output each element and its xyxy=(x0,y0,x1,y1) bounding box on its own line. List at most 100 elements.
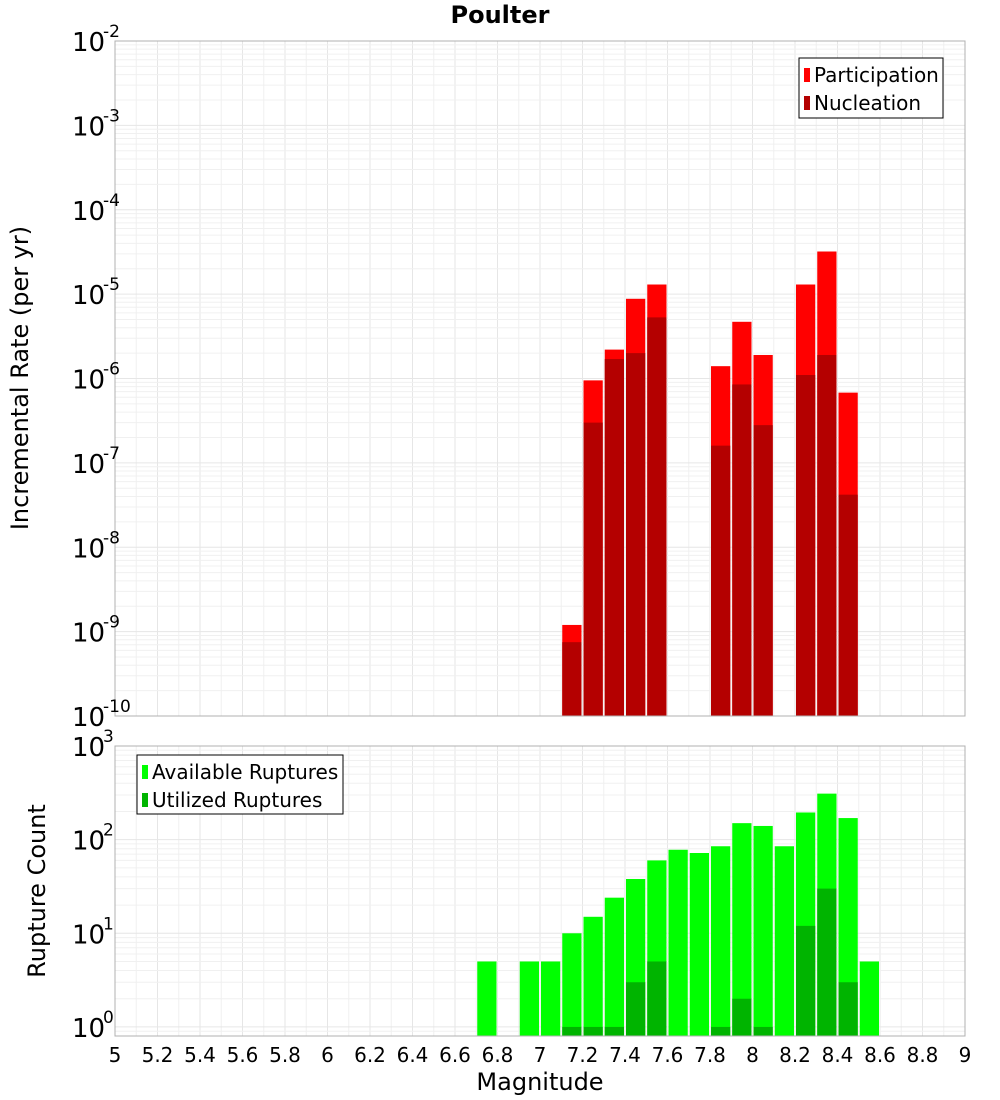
bottom-bar-utilized-ruptures xyxy=(562,1026,582,1036)
top-y-tick-exponent: -6 xyxy=(103,360,120,380)
bottom-bar-available-ruptures xyxy=(732,823,752,1036)
x-tick-label: 6.2 xyxy=(354,1043,386,1067)
top-bar-nucleation xyxy=(604,359,624,716)
top-y-tick-exponent: -7 xyxy=(103,444,120,464)
top-bar-nucleation xyxy=(732,384,752,716)
bottom-bar-utilized-ruptures xyxy=(711,1026,731,1036)
bottom-y-axis-label: Rupture Count xyxy=(23,804,51,978)
x-tick-label: 5.6 xyxy=(227,1043,259,1067)
bottom-legend: Available Ruptures Utilized Ruptures xyxy=(136,754,344,815)
bottom-legend-label: Available Ruptures xyxy=(152,760,338,784)
bottom-legend-swatch xyxy=(142,793,148,807)
bottom-bar-utilized-ruptures xyxy=(583,1026,603,1036)
bottom-plot-bars xyxy=(477,793,879,1036)
top-y-tick-exponent: -8 xyxy=(103,528,120,548)
top-bar-nucleation xyxy=(647,317,667,716)
x-tick-label: 5.2 xyxy=(142,1043,174,1067)
bottom-bar-available-ruptures xyxy=(711,846,731,1036)
bottom-y-tick-label: 10 xyxy=(72,733,105,763)
x-tick-label: 7.6 xyxy=(652,1043,684,1067)
bottom-bar-available-ruptures xyxy=(838,818,858,1036)
top-bar-nucleation xyxy=(817,354,837,716)
top-plot-frame xyxy=(114,40,966,717)
top-bar-nucleation xyxy=(583,422,603,716)
bottom-bar-utilized-ruptures xyxy=(753,1026,773,1036)
x-tick-label: 8.6 xyxy=(864,1043,896,1067)
top-legend-label: Nucleation xyxy=(814,91,921,115)
x-axis-ticks: 5 5.2 5.4 5.6 5.8 6 6.2 6.4 6.6 6.8 7 7.2 7.4 7.6 7.8 8… xyxy=(109,1043,972,1067)
x-axis-label: Magnitude xyxy=(476,1068,603,1096)
x-tick-label: 7.4 xyxy=(609,1043,641,1067)
top-y-tick-label: 10 xyxy=(72,366,105,396)
top-legend: Participation Nucleation xyxy=(798,57,944,119)
bottom-y-tick-label: 10 xyxy=(72,827,105,857)
x-tick-label: 6 xyxy=(321,1043,334,1067)
bottom-bar-available-ruptures xyxy=(668,849,688,1036)
top-y-tick-label: 10 xyxy=(72,450,105,480)
top-bar-nucleation xyxy=(838,494,858,716)
top-y-tick-label: 10 xyxy=(72,703,105,733)
bottom-bar-available-ruptures xyxy=(519,961,539,1036)
top-legend-swatch xyxy=(804,96,810,110)
bottom-bar-utilized-ruptures xyxy=(838,982,858,1036)
x-tick-label: 7.2 xyxy=(567,1043,599,1067)
bottom-bar-utilized-ruptures xyxy=(796,925,816,1036)
bottom-bar-available-ruptures xyxy=(774,846,794,1036)
top-y-tick-label: 10 xyxy=(72,112,105,142)
bottom-bar-available-ruptures xyxy=(689,853,709,1036)
bottom-y-tick-label: 10 xyxy=(72,920,105,950)
bottom-bar-available-ruptures xyxy=(604,897,624,1036)
x-tick-label: 7 xyxy=(534,1043,547,1067)
top-y-tick-label: 10 xyxy=(72,534,105,564)
top-y-tick-exponent: -9 xyxy=(103,613,120,633)
x-tick-label: 7.8 xyxy=(694,1043,726,1067)
top-bar-nucleation xyxy=(711,445,731,716)
bottom-bar-utilized-ruptures xyxy=(817,888,837,1036)
x-tick-label: 5 xyxy=(109,1043,122,1067)
x-tick-label: 6.6 xyxy=(439,1043,471,1067)
x-tick-label: 8.8 xyxy=(907,1043,939,1067)
x-tick-label: 5.8 xyxy=(269,1043,301,1067)
top-legend-label: Participation xyxy=(814,63,939,87)
top-y-tick-exponent: -10 xyxy=(103,697,131,717)
bottom-plot-frame xyxy=(114,745,966,1037)
bottom-bar-utilized-ruptures xyxy=(626,982,646,1036)
bottom-bar-available-ruptures xyxy=(541,961,561,1036)
chart-title: Poulter xyxy=(451,1,550,29)
bottom-bar-available-ruptures xyxy=(753,825,773,1036)
top-y-axis-label: Incremental Rate (per yr) xyxy=(6,226,34,530)
bottom-legend-box xyxy=(136,754,344,815)
top-legend-box xyxy=(798,57,944,119)
x-tick-label: 8 xyxy=(746,1043,759,1067)
bottom-y-tick-exponent: 0 xyxy=(103,1008,114,1028)
bottom-bar-available-ruptures xyxy=(477,961,497,1036)
bottom-bar-utilized-ruptures xyxy=(647,961,667,1036)
bottom-bar-available-ruptures xyxy=(583,916,603,1036)
top-y-tick-exponent: -2 xyxy=(103,22,120,42)
top-bar-nucleation xyxy=(626,353,646,716)
bottom-y-tick-exponent: 3 xyxy=(103,727,114,747)
x-tick-label: 5.4 xyxy=(184,1043,216,1067)
bottom-bar-utilized-ruptures xyxy=(732,998,752,1036)
bottom-legend-swatch xyxy=(142,765,148,779)
x-tick-label: 6.4 xyxy=(397,1043,429,1067)
x-tick-label: 8.4 xyxy=(822,1043,854,1067)
top-bar-nucleation xyxy=(753,425,773,716)
top-y-tick-label: 10 xyxy=(72,28,105,58)
bottom-bar-available-ruptures xyxy=(859,961,879,1036)
top-plot-grid xyxy=(114,40,966,717)
bottom-bar-utilized-ruptures xyxy=(604,1026,624,1036)
bottom-y-tick-exponent: 2 xyxy=(103,821,114,841)
top-y-tick-exponent: -4 xyxy=(103,191,120,211)
top-y-tick-label: 10 xyxy=(72,281,105,311)
bottom-bar-available-ruptures xyxy=(562,933,582,1036)
top-legend-swatch xyxy=(804,68,810,82)
bottom-y-tick-label: 10 xyxy=(72,1014,105,1044)
top-y-tick-label: 10 xyxy=(72,619,105,649)
x-tick-label: 9 xyxy=(959,1043,972,1067)
top-y-tick-label: 10 xyxy=(72,197,105,227)
